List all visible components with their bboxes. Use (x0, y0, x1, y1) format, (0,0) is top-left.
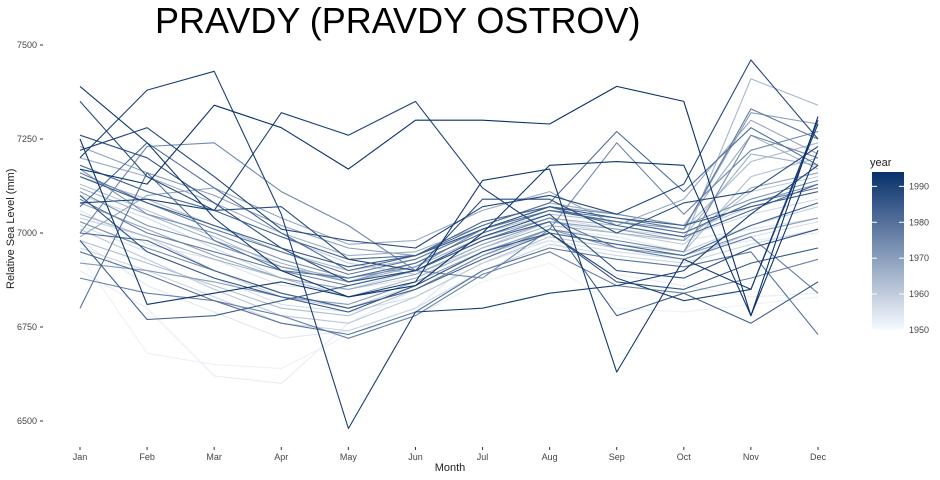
y-tick-label: 6500 (17, 416, 37, 426)
legend-tick-label: 1980 (909, 217, 929, 227)
series-line-1994 (80, 86, 818, 315)
legend-tick-label: 1950 (909, 325, 929, 335)
x-tick-label: Jun (408, 452, 423, 462)
y-tick-label: 7250 (17, 134, 37, 144)
x-tick-label: May (340, 452, 358, 462)
x-tick-label: Oct (677, 452, 692, 462)
series-line-1976 (80, 252, 818, 338)
x-tick-label: Aug (542, 452, 558, 462)
legend-tick-label: 1960 (909, 289, 929, 299)
x-tick-label: Feb (139, 452, 155, 462)
x-tick-label: Mar (206, 452, 222, 462)
y-tick-label: 7500 (17, 40, 37, 50)
x-tick-label: Apr (274, 452, 288, 462)
series-line-1990 (80, 101, 818, 300)
x-tick-label: Jan (73, 452, 88, 462)
legend-colorbar (872, 172, 904, 330)
x-tick-label: Nov (743, 452, 760, 462)
y-tick-label: 7000 (17, 228, 37, 238)
series-line-1961 (80, 218, 818, 323)
legend-tick-label: 1970 (909, 253, 929, 263)
x-tick-label: Dec (810, 452, 827, 462)
y-tick-label: 6750 (17, 322, 37, 332)
x-tick-label: Sep (609, 452, 625, 462)
x-tick-label: Jul (477, 452, 489, 462)
legend-tick-label: 1990 (909, 181, 929, 191)
